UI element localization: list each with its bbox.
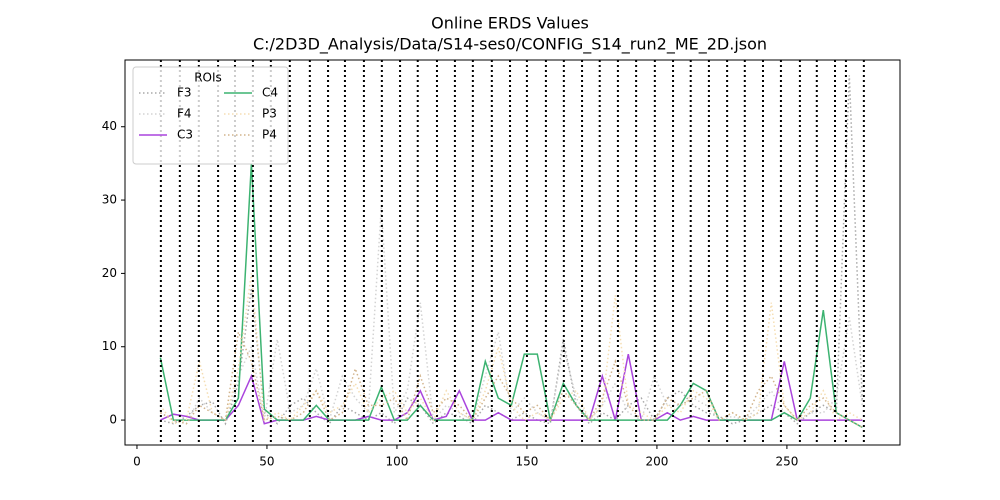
series-line [160, 207, 864, 425]
x-tick-label: 250 [775, 455, 798, 469]
x-tick-label: 100 [385, 455, 408, 469]
legend-label: P3 [262, 107, 277, 121]
y-tick-label: 10 [102, 339, 117, 353]
legend-box [132, 66, 289, 165]
x-tick-label: 200 [645, 455, 668, 469]
x-tick-label: 50 [259, 455, 274, 469]
legend-label: P4 [262, 128, 277, 142]
chart-subtitle: C:/2D3D_Analysis/Data/S14-ses0/CONFIG_S1… [253, 35, 767, 55]
x-tick-label: 0 [133, 455, 141, 469]
chart-title: Online ERDS Values [431, 14, 589, 33]
legend-label: C4 [262, 86, 278, 100]
y-tick-label: 40 [102, 119, 117, 133]
axes-frame [124, 59, 901, 446]
legend-label: C3 [177, 128, 193, 142]
series-line [160, 75, 864, 426]
legend-title: ROIs [194, 71, 222, 85]
y-tick-label: 0 [109, 413, 117, 427]
y-tick-label: 20 [102, 266, 117, 280]
y-tick-label: 30 [102, 193, 117, 207]
x-tick-label: 150 [515, 455, 538, 469]
legend-label: F4 [177, 107, 192, 121]
legend-label: F3 [177, 86, 192, 100]
